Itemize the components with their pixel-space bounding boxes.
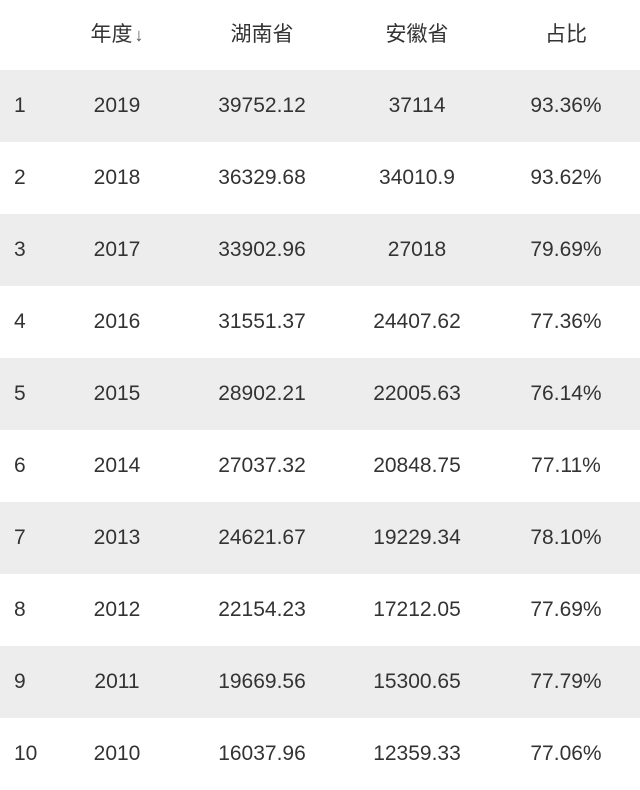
- cell-hunan: 33902.96: [182, 214, 342, 286]
- col-header-index: [0, 0, 52, 70]
- cell-hunan: 27037.32: [182, 430, 342, 502]
- cell-ratio: 79.69%: [492, 214, 640, 286]
- col-header-year[interactable]: 年度↓: [52, 0, 182, 70]
- header-row: 年度↓ 湖南省 安徽省 占比: [0, 0, 640, 70]
- cell-anhui: 24407.62: [342, 286, 492, 358]
- cell-year: 2017: [52, 214, 182, 286]
- cell-ratio: 77.11%: [492, 430, 640, 502]
- cell-year: 2013: [52, 502, 182, 574]
- col-header-ratio[interactable]: 占比: [492, 0, 640, 70]
- cell-ratio: 77.36%: [492, 286, 640, 358]
- sort-desc-icon: ↓: [135, 25, 144, 45]
- cell-year: 2010: [52, 718, 182, 790]
- cell-anhui: 12359.33: [342, 718, 492, 790]
- cell-year: 2012: [52, 574, 182, 646]
- table-row: 10201016037.9612359.3377.06%: [0, 718, 640, 790]
- row-index: 8: [0, 574, 52, 646]
- cell-ratio: 78.10%: [492, 502, 640, 574]
- cell-year: 2018: [52, 142, 182, 214]
- col-header-anhui[interactable]: 安徽省: [342, 0, 492, 70]
- cell-hunan: 36329.68: [182, 142, 342, 214]
- table-row: 2201836329.6834010.993.62%: [0, 142, 640, 214]
- cell-year: 2014: [52, 430, 182, 502]
- cell-hunan: 22154.23: [182, 574, 342, 646]
- cell-ratio: 93.36%: [492, 70, 640, 142]
- row-index: 2: [0, 142, 52, 214]
- row-index: 10: [0, 718, 52, 790]
- cell-hunan: 19669.56: [182, 646, 342, 718]
- table-row: 5201528902.2122005.6376.14%: [0, 358, 640, 430]
- row-index: 4: [0, 286, 52, 358]
- cell-anhui: 34010.9: [342, 142, 492, 214]
- table-row: 8201222154.2317212.0577.69%: [0, 574, 640, 646]
- cell-anhui: 37114: [342, 70, 492, 142]
- cell-anhui: 20848.75: [342, 430, 492, 502]
- cell-year: 2011: [52, 646, 182, 718]
- cell-anhui: 22005.63: [342, 358, 492, 430]
- cell-year: 2016: [52, 286, 182, 358]
- row-index: 6: [0, 430, 52, 502]
- cell-anhui: 15300.65: [342, 646, 492, 718]
- data-table: 年度↓ 湖南省 安徽省 占比 1201939752.123711493.36%2…: [0, 0, 640, 790]
- year-header-label: 年度: [91, 23, 133, 46]
- table-row: 6201427037.3220848.7577.11%: [0, 430, 640, 502]
- cell-hunan: 39752.12: [182, 70, 342, 142]
- cell-year: 2015: [52, 358, 182, 430]
- cell-ratio: 76.14%: [492, 358, 640, 430]
- cell-hunan: 28902.21: [182, 358, 342, 430]
- cell-year: 2019: [52, 70, 182, 142]
- cell-anhui: 27018: [342, 214, 492, 286]
- row-index: 7: [0, 502, 52, 574]
- cell-hunan: 31551.37: [182, 286, 342, 358]
- table-row: 3201733902.962701879.69%: [0, 214, 640, 286]
- row-index: 5: [0, 358, 52, 430]
- cell-ratio: 77.79%: [492, 646, 640, 718]
- table-row: 1201939752.123711493.36%: [0, 70, 640, 142]
- row-index: 1: [0, 70, 52, 142]
- cell-ratio: 93.62%: [492, 142, 640, 214]
- cell-hunan: 24621.67: [182, 502, 342, 574]
- col-header-hunan[interactable]: 湖南省: [182, 0, 342, 70]
- cell-ratio: 77.06%: [492, 718, 640, 790]
- table-row: 9201119669.5615300.6577.79%: [0, 646, 640, 718]
- cell-hunan: 16037.96: [182, 718, 342, 790]
- row-index: 9: [0, 646, 52, 718]
- cell-ratio: 77.69%: [492, 574, 640, 646]
- row-index: 3: [0, 214, 52, 286]
- table-row: 7201324621.6719229.3478.10%: [0, 502, 640, 574]
- cell-anhui: 17212.05: [342, 574, 492, 646]
- cell-anhui: 19229.34: [342, 502, 492, 574]
- table-row: 4201631551.3724407.6277.36%: [0, 286, 640, 358]
